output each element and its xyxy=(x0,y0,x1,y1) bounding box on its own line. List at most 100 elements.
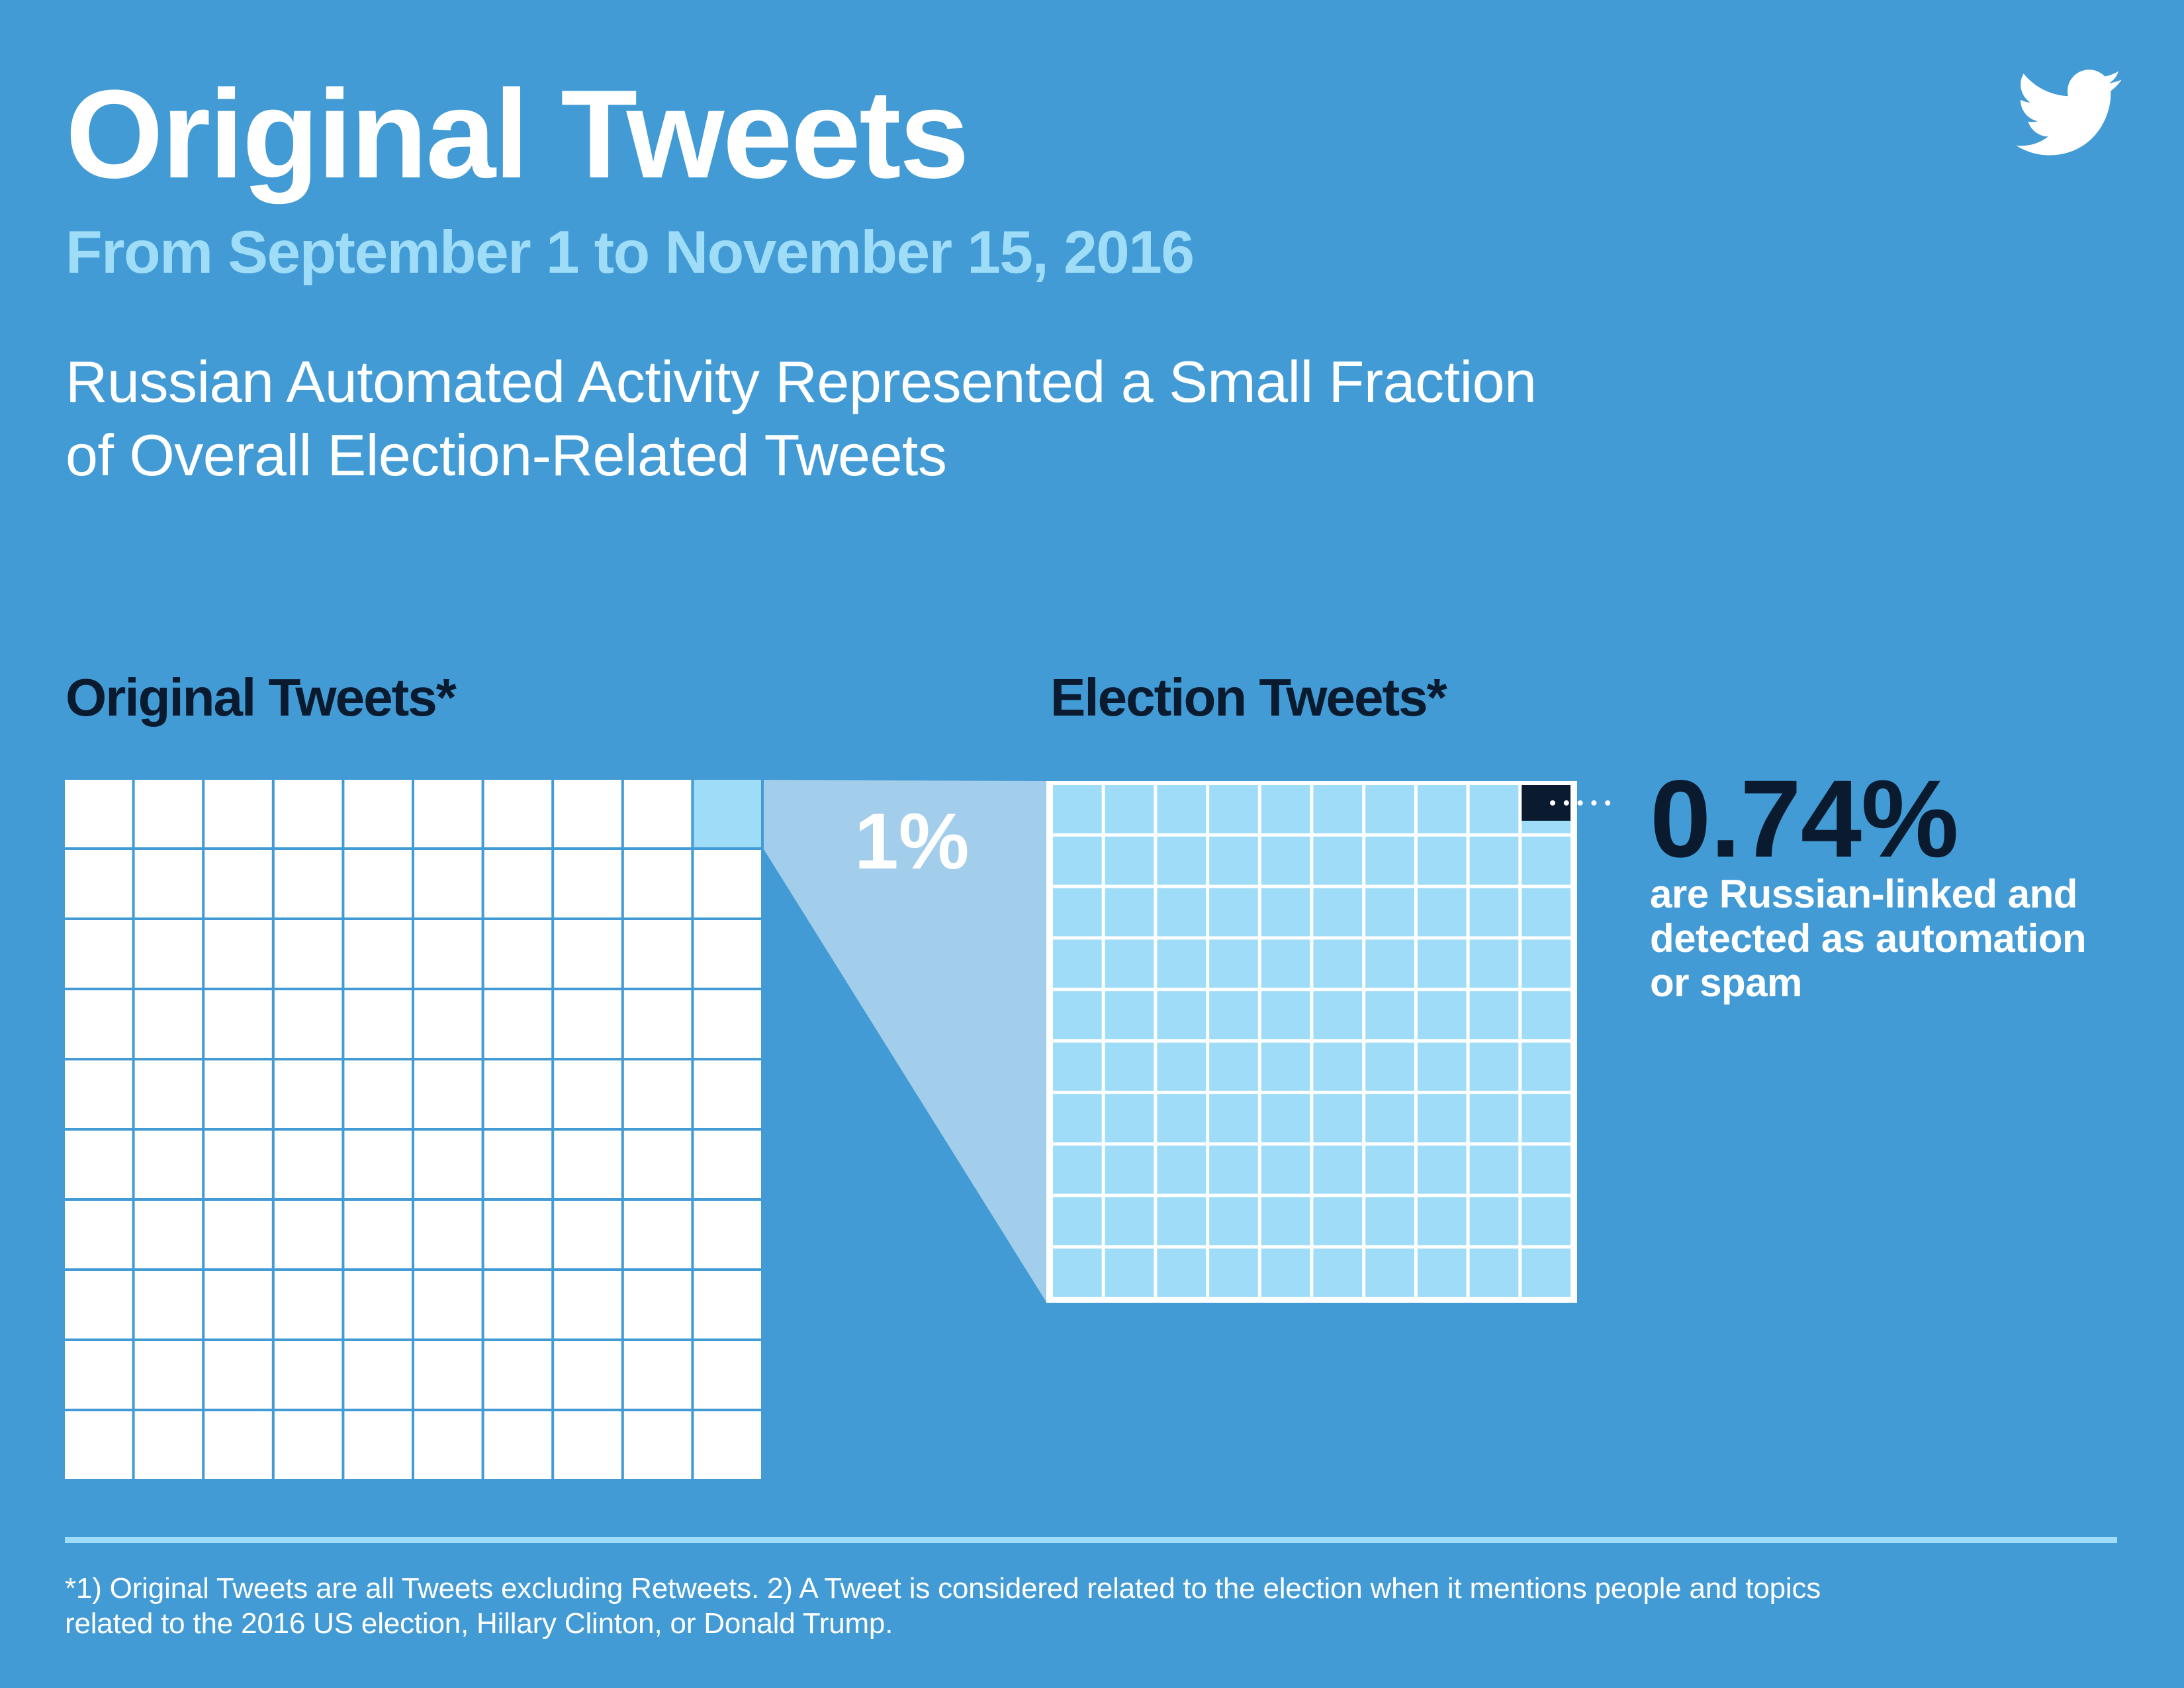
waffle-cell xyxy=(1209,1094,1258,1143)
waffle-cell xyxy=(65,920,132,988)
waffle-cell xyxy=(65,1341,132,1409)
waffle-cell xyxy=(134,920,203,988)
leader-dot xyxy=(1577,800,1583,806)
waffle-cell xyxy=(1261,1248,1310,1297)
waffle-cell xyxy=(1365,888,1414,937)
waffle-cell xyxy=(1417,1248,1467,1297)
waffle-cell xyxy=(1469,1043,1519,1091)
waffle-cell xyxy=(554,1131,621,1198)
waffle-cell xyxy=(623,1341,692,1409)
waffle-cell xyxy=(1365,785,1414,833)
waffle-cell xyxy=(554,1271,621,1338)
waffle-cell xyxy=(1417,785,1467,833)
waffle-cell xyxy=(205,1341,272,1409)
waffle-cell xyxy=(1469,888,1519,937)
waffle-cell xyxy=(1469,1197,1519,1246)
leader-dot xyxy=(1605,800,1611,806)
waffle-cell xyxy=(65,1271,132,1338)
waffle-cell xyxy=(1053,1248,1102,1297)
waffle-cell xyxy=(1313,1043,1363,1091)
callout-line: or spam xyxy=(1650,961,1802,1005)
waffle-cell xyxy=(274,990,342,1058)
zoom-funnel xyxy=(764,780,1046,1302)
waffle-cell xyxy=(1053,1094,1102,1143)
waffle-cell xyxy=(694,990,761,1058)
waffle-cell xyxy=(623,1271,692,1338)
waffle-cell xyxy=(205,850,272,917)
waffle-cell xyxy=(1313,1094,1363,1143)
waffle-cell xyxy=(1522,1043,1570,1091)
election-share-label: 1% xyxy=(854,797,970,886)
waffle-cell xyxy=(554,780,621,847)
waffle-cell xyxy=(1417,991,1467,1039)
waffle-cell xyxy=(554,1060,621,1128)
waffle-cell xyxy=(65,1131,132,1198)
waffle-cell xyxy=(65,850,132,917)
description-line: of Overall Election-Related Tweets xyxy=(66,422,947,488)
waffle-cell xyxy=(1157,888,1206,937)
waffle-cell xyxy=(694,1201,761,1268)
waffle-cell xyxy=(344,1201,412,1268)
waffle-cell xyxy=(1209,1145,1258,1194)
waffle-cell xyxy=(1469,785,1519,833)
waffle-cell xyxy=(205,1131,272,1198)
waffle-cell xyxy=(1157,1248,1206,1297)
waffle-cell xyxy=(1105,1043,1154,1091)
leader-dot xyxy=(1591,800,1597,806)
waffle-cell xyxy=(274,920,342,988)
waffle-cell xyxy=(1313,1197,1363,1246)
waffle-cell xyxy=(414,1271,482,1338)
waffle-cell xyxy=(1469,991,1519,1039)
waffle-cell xyxy=(623,850,692,917)
page-title: Original Tweets xyxy=(66,64,970,205)
waffle-cell xyxy=(484,1341,552,1409)
waffle-cell xyxy=(414,1411,482,1479)
waffle-cell xyxy=(1209,991,1258,1039)
waffle-cell xyxy=(1522,1248,1570,1297)
waffle-cell xyxy=(1365,1197,1414,1246)
russian-share-label: 0.74% xyxy=(1650,758,1959,880)
waffle-cell xyxy=(1053,785,1102,833)
waffle-cell xyxy=(623,780,692,847)
waffle-cell xyxy=(1261,939,1310,988)
waffle-cell xyxy=(694,1341,761,1409)
waffle-cell xyxy=(205,1060,272,1128)
waffle-cell xyxy=(1157,836,1206,885)
waffle-cell xyxy=(694,1131,761,1198)
waffle-cell xyxy=(344,1411,412,1479)
waffle-cell xyxy=(1313,939,1363,988)
waffle-cell xyxy=(694,920,761,988)
waffle-cell xyxy=(414,990,482,1058)
waffle-cell xyxy=(134,780,203,847)
waffle-cell xyxy=(1365,1094,1414,1143)
waffle-cell xyxy=(1053,888,1102,937)
waffle-cell xyxy=(344,850,412,917)
waffle-cell xyxy=(344,1131,412,1198)
callout-line: detected as automation xyxy=(1650,916,2087,961)
waffle-cell xyxy=(1209,785,1258,833)
waffle-cell xyxy=(414,850,482,917)
waffle-cell xyxy=(1417,1043,1467,1091)
waffle-cell xyxy=(134,1271,203,1338)
waffle-cell xyxy=(1417,1197,1467,1246)
waffle-cell xyxy=(205,780,272,847)
waffle-cell xyxy=(1522,1145,1570,1194)
waffle-cell xyxy=(694,1271,761,1338)
leader-dots xyxy=(1550,800,1611,806)
waffle-cell xyxy=(1209,888,1258,937)
waffle-cell xyxy=(134,1201,203,1268)
waffle-cell xyxy=(623,1131,692,1198)
waffle-cell xyxy=(344,1060,412,1128)
waffle-cell xyxy=(1469,1094,1519,1143)
waffle-cell xyxy=(414,780,482,847)
waffle-cell xyxy=(1157,1197,1206,1246)
waffle-cell xyxy=(1313,836,1363,885)
waffle-cell xyxy=(344,920,412,988)
waffle-cell xyxy=(1365,836,1414,885)
waffle-cell xyxy=(134,990,203,1058)
twitter-bird-icon xyxy=(2016,70,2122,156)
waffle-cell xyxy=(694,850,761,917)
waffle-cell xyxy=(65,1060,132,1128)
waffle-cell xyxy=(205,1411,272,1479)
waffle-cell xyxy=(1365,939,1414,988)
